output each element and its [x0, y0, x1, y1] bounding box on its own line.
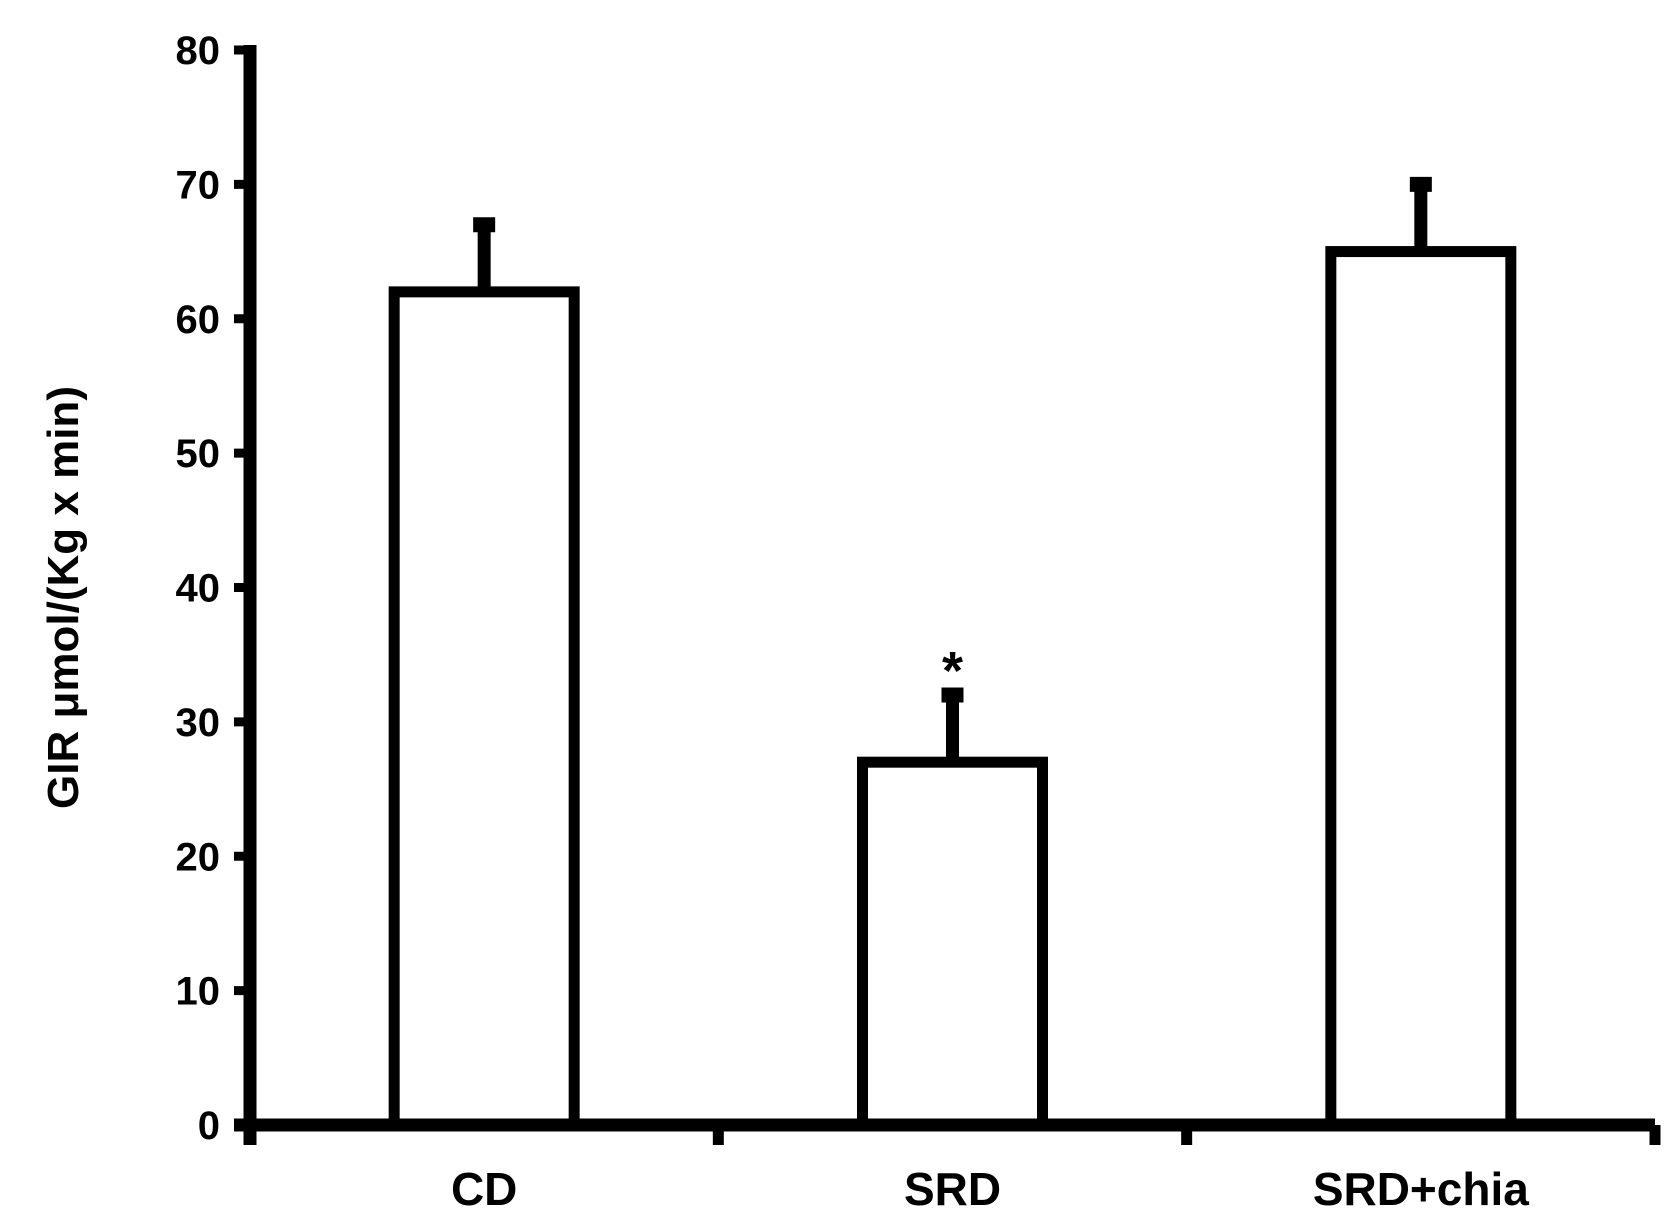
y-tick-label-50: 50	[176, 432, 221, 476]
axes	[234, 45, 1655, 1145]
y-tick-label-20: 20	[176, 835, 221, 879]
significance-marker-SRD: *	[942, 641, 963, 701]
y-tick-label-40: 40	[176, 567, 221, 611]
y-axis-title: GIR μmol/(Kg x min)	[39, 386, 88, 809]
x-axis-ticks	[244, 1125, 1661, 1145]
y-tick-label-0: 0	[198, 1104, 220, 1148]
bar-CD	[388, 286, 580, 1131]
bar-SRD	[857, 756, 1048, 1131]
y-tick-label-60: 60	[176, 298, 221, 342]
y-tick-label-30: 30	[176, 701, 221, 745]
y-tick-label-80: 80	[176, 29, 221, 73]
y-tick-label-70: 70	[176, 163, 221, 207]
bar-SRD+chia	[1325, 246, 1517, 1131]
labels: CD SRD SRD+chia * GIR μmol/(Kg x min)	[39, 386, 1529, 1215]
x-tick-label-SRD: SRD	[904, 1163, 1001, 1215]
y-tick-label-10: 10	[176, 970, 221, 1014]
error-bars	[473, 176, 1432, 763]
x-tick-label-CD: CD	[451, 1163, 517, 1215]
y-axis-ticks: 0 10 20 30 40 50 60 70 80	[176, 29, 250, 1148]
x-tick-label-SRD+chia: SRD+chia	[1313, 1163, 1529, 1215]
